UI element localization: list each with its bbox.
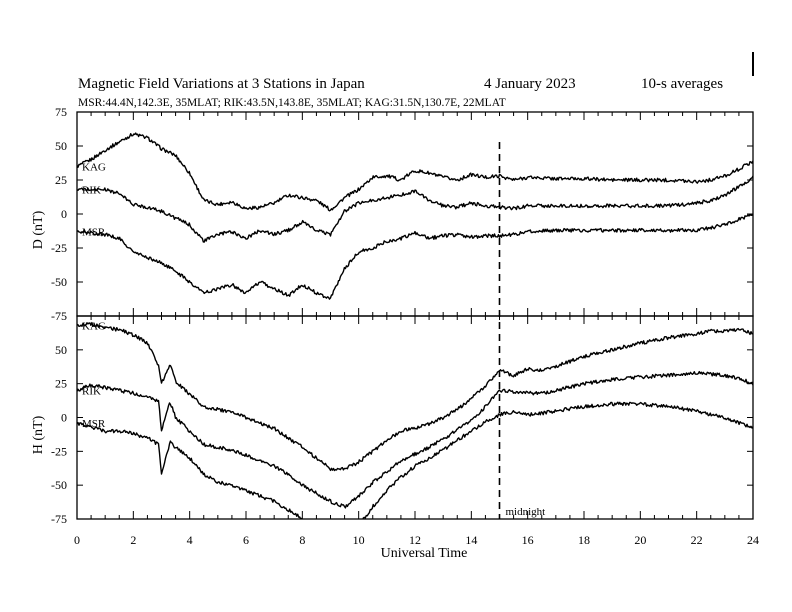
- x-tick-label: 18: [578, 533, 590, 547]
- y-tick-label: -75: [51, 309, 67, 323]
- series-label-rik: RIK: [82, 185, 101, 197]
- chart-subtitle: MSR:44.4N,142.3E, 35MLAT; RIK:43.5N,143.…: [78, 97, 506, 109]
- x-tick-label: 24: [747, 533, 759, 547]
- panel-h: 50 25 0 -25 -50 -75 KAG RIK MSR: [51, 315, 754, 526]
- x-tick-label: 12: [409, 533, 421, 547]
- x-tick-label: 22: [691, 533, 703, 547]
- midnight-label: midnight: [506, 506, 546, 518]
- y-tick-label: -50: [51, 478, 67, 492]
- series-label-msr: MSR: [82, 227, 106, 239]
- x-tick-label: 20: [634, 533, 646, 547]
- x-tick-label: 6: [243, 533, 249, 547]
- y-axis-title-h: H (nT): [31, 415, 46, 454]
- y-tick-label: 75: [55, 105, 67, 119]
- y-tick-label: -50: [51, 275, 67, 289]
- x-tick-label: 10: [353, 533, 365, 547]
- x-tick-label: 8: [299, 533, 305, 547]
- x-tick-label: 2: [130, 533, 136, 547]
- chart-title: Magnetic Field Variations at 3 Stations …: [78, 76, 365, 92]
- plot-frame: [76, 111, 754, 317]
- x-tick-label: 4: [187, 533, 193, 547]
- y-tick-label: -25: [51, 241, 67, 255]
- trace-msr-d: [77, 213, 753, 300]
- chart-date: 4 January 2023: [484, 76, 576, 92]
- y-tick-label: -75: [51, 512, 67, 526]
- panel-d: 75 50 25 0 -25 -50 -75 KAG RIK MSR: [51, 105, 754, 323]
- series-label-rik: RIK: [82, 385, 101, 397]
- y-tick-label: 25: [55, 173, 67, 187]
- series-label-msr: MSR: [82, 418, 106, 430]
- y-tick-label: -25: [51, 444, 67, 458]
- trace-rik-h: [77, 370, 753, 509]
- x-axis-title: Universal Time: [381, 546, 468, 561]
- trace-rik-d: [77, 175, 753, 243]
- trace-kag-h: [77, 321, 753, 472]
- y-tick-label: 25: [55, 377, 67, 391]
- trace-kag-d: [77, 132, 753, 212]
- y-tick-label: 50: [55, 343, 67, 357]
- x-tick-label: 0: [74, 533, 80, 547]
- chart-averaging: 10-s averages: [641, 76, 723, 92]
- y-tick-label: 0: [61, 207, 67, 221]
- plot-frame: [76, 315, 754, 520]
- x-tick-label: 16: [522, 533, 534, 547]
- trace-msr-h: [77, 401, 753, 519]
- y-axis-title-d: D (nT): [31, 210, 46, 249]
- y-tick-label: 50: [55, 139, 67, 153]
- x-tick-label: 14: [465, 533, 477, 547]
- y-tick-label: 0: [61, 411, 67, 425]
- series-label-kag: KAG: [82, 320, 106, 332]
- series-label-kag: KAG: [82, 161, 106, 173]
